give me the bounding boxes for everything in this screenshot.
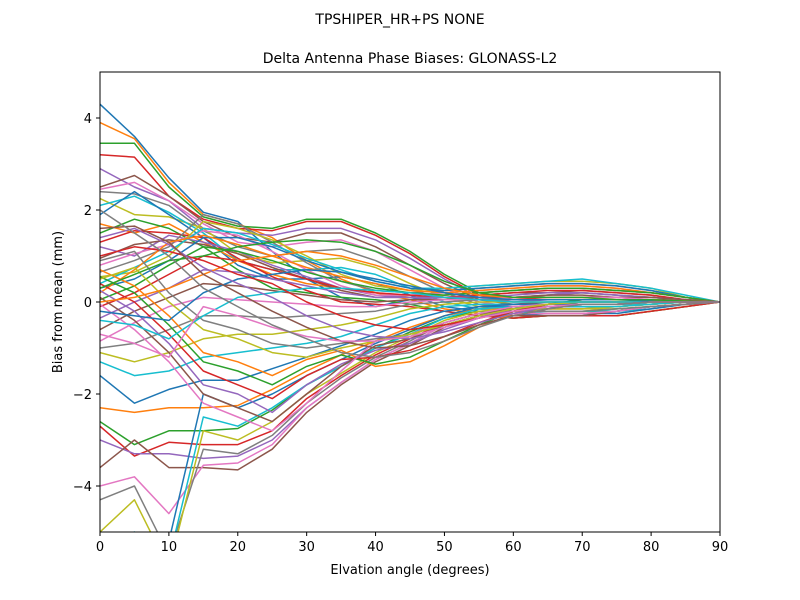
- x-tick-label: 10: [161, 540, 178, 555]
- x-tick-label: 70: [574, 540, 591, 555]
- series-lines: [100, 103, 720, 532]
- x-tick-label: 40: [367, 540, 384, 555]
- x-axis: 0 10 20 30 40 50 60 70 80 90: [96, 532, 728, 555]
- x-tick-label: 90: [712, 540, 729, 555]
- x-tick-label: 80: [643, 540, 660, 555]
- series-line-4: [100, 154, 720, 303]
- y-axis: −4 −2 0 2 4: [73, 112, 100, 495]
- chart-title: Delta Antenna Phase Biases: GLONASS-L2: [263, 51, 558, 67]
- y-axis-label: Bias from mean (mm): [51, 231, 66, 373]
- series-line-9: [100, 197, 720, 312]
- x-tick-label: 60: [505, 540, 522, 555]
- y-tick-label: 4: [84, 112, 92, 127]
- series-line-27: [100, 296, 720, 342]
- series-line-34: [100, 301, 720, 457]
- y-tick-label: 2: [84, 204, 92, 219]
- x-tick-label: 0: [96, 540, 104, 555]
- series-line-21: [100, 236, 720, 303]
- x-tick-label: 20: [230, 540, 247, 555]
- y-tick-label: 0: [84, 296, 92, 311]
- series-line-50: [100, 287, 720, 340]
- x-tick-label: 30: [298, 540, 315, 555]
- series-line-53: [100, 239, 720, 303]
- x-axis-label: Elvation angle (degrees): [330, 563, 489, 578]
- y-tick-label: −4: [73, 480, 92, 495]
- series-line-38: [100, 301, 720, 532]
- series-line-25: [100, 269, 720, 319]
- x-tick-label: 50: [436, 540, 453, 555]
- series-line-22: [100, 234, 720, 303]
- series-line-58: [100, 209, 720, 358]
- figure-suptitle: TPSHIPER_HR+PS NONE: [314, 12, 484, 28]
- y-tick-label: −2: [73, 388, 92, 403]
